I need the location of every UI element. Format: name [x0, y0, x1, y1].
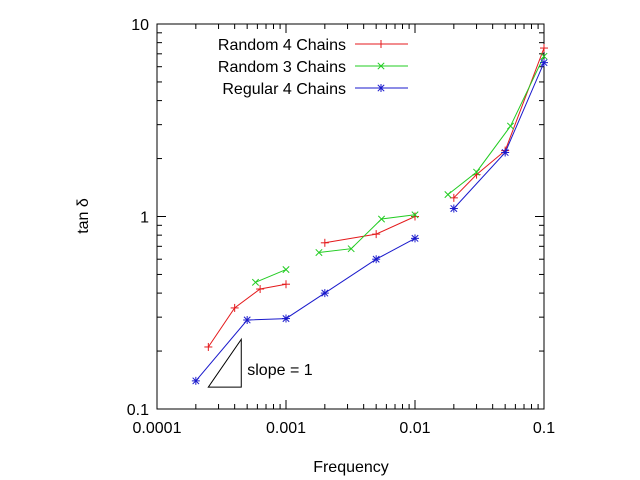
y-axis-label: tan δ	[75, 198, 92, 234]
x-axis-label: Frequency	[313, 459, 389, 476]
data-point	[449, 193, 458, 202]
data-point	[540, 52, 548, 60]
data-point	[372, 255, 381, 264]
series-1-line-3	[453, 47, 545, 199]
legend: Random 4 Chains Random 3 Chains Regular 4 …	[218, 37, 408, 98]
data-point	[411, 212, 419, 221]
slope-triangle	[207, 337, 242, 388]
series-3	[191, 58, 548, 385]
y-axis: 0.1 1 10	[127, 17, 544, 419]
x-tick-label: 0.0001	[133, 420, 182, 437]
data-point	[372, 230, 381, 239]
slope-label: slope = 1	[247, 362, 312, 379]
legend-label: Random 4 Chains	[218, 37, 346, 54]
legend-marker	[377, 84, 385, 92]
data-point	[540, 44, 548, 53]
legend-label: Regular 4 Chains	[222, 81, 346, 98]
x-tick-label: 0.001	[266, 420, 306, 437]
x-tick-label: 0.1	[533, 420, 555, 437]
x-axis: 0.0001 0.001 0.01 0.1	[133, 24, 555, 437]
data-point	[191, 376, 200, 385]
data-point	[411, 234, 419, 243]
data-point	[449, 204, 458, 213]
data-point	[204, 342, 213, 351]
data-point	[315, 248, 323, 257]
data-point	[282, 314, 290, 323]
data-point	[243, 315, 252, 324]
y-tick-label: 1	[140, 210, 149, 227]
data-point	[230, 303, 239, 312]
series-3-line-1	[195, 237, 416, 382]
plot-frame	[156, 23, 545, 410]
plot-area	[156, 23, 545, 410]
annotation-layer: slope = 1	[207, 337, 313, 388]
series-1-line-2	[324, 216, 416, 244]
data-point	[501, 148, 510, 157]
data-point	[282, 266, 290, 274]
data-point	[506, 122, 515, 130]
data-point	[472, 168, 481, 176]
legend-marker	[377, 62, 385, 70]
series-layer	[191, 44, 548, 385]
data-point	[320, 238, 329, 247]
series-2-line-1	[255, 269, 287, 283]
x-tick-label: 0.01	[399, 420, 430, 437]
data-point	[256, 285, 265, 294]
y-tick-label: 0.1	[127, 402, 149, 419]
data-point	[540, 58, 548, 67]
data-point	[444, 191, 452, 199]
series-2-line-2	[318, 214, 416, 253]
data-point	[251, 278, 260, 286]
y-tick-label: 10	[131, 17, 149, 34]
series-1-line-1	[207, 283, 287, 348]
data-point	[377, 215, 386, 223]
legend-label: Random 3 Chains	[218, 59, 346, 76]
series-2	[251, 52, 548, 286]
legend-marker	[377, 40, 385, 48]
data-point	[282, 280, 290, 289]
data-point	[411, 211, 419, 219]
data-point	[320, 289, 329, 298]
data-point	[347, 245, 355, 253]
series-2-line-3	[447, 55, 545, 195]
